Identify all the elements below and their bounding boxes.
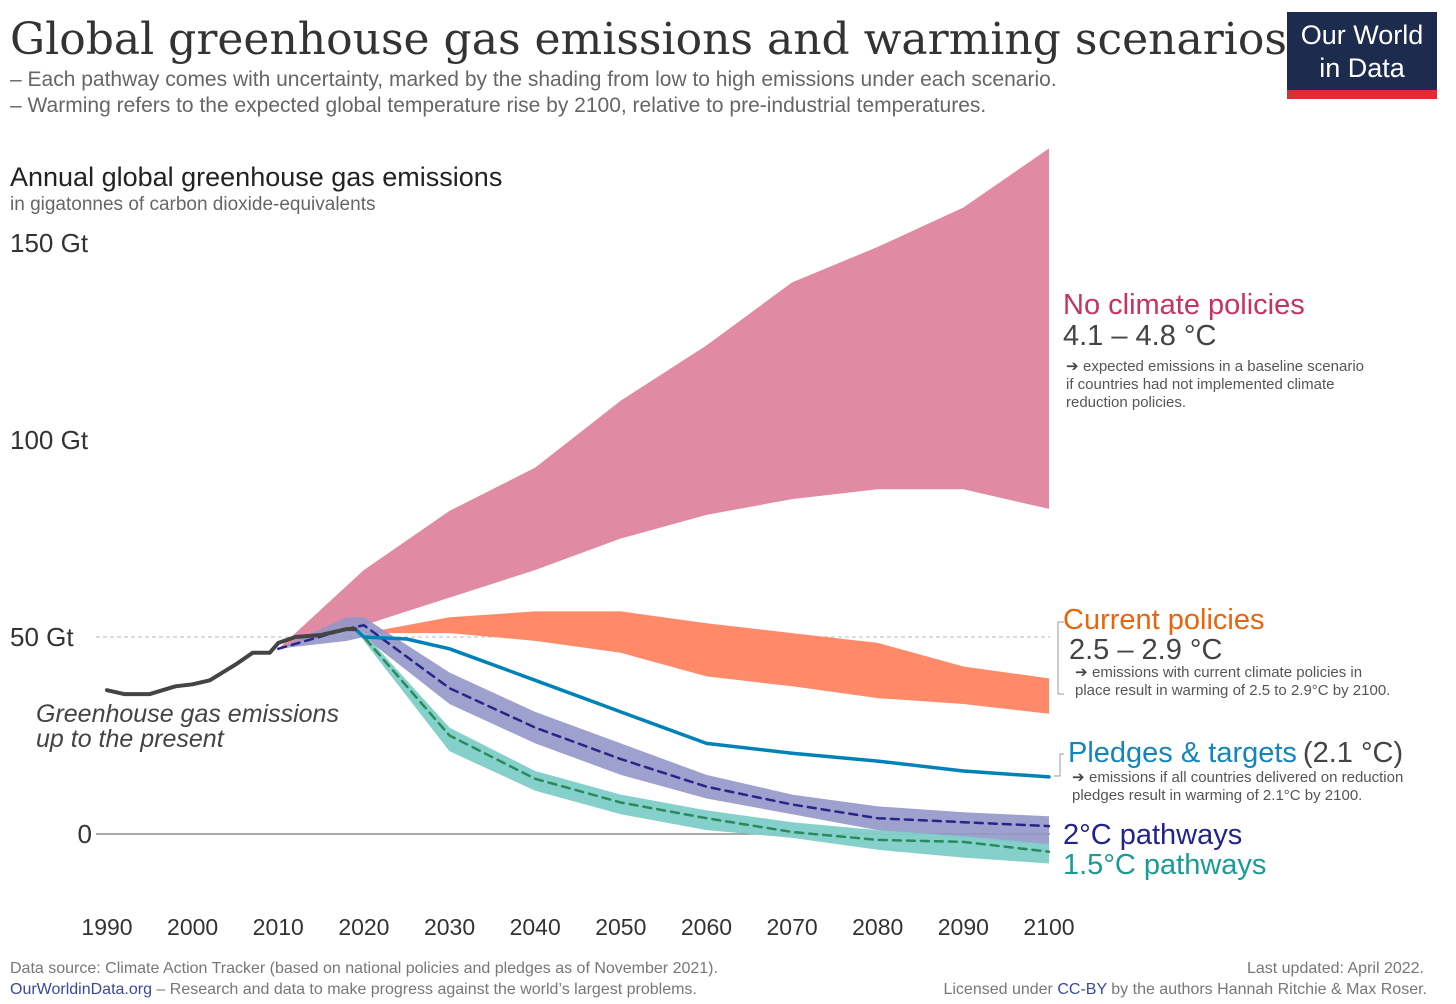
no-policy-label: No climate policies xyxy=(1063,289,1305,321)
logo-background xyxy=(1287,12,1437,90)
band-no-climate-policies xyxy=(278,148,1049,649)
pledges-note-2: pledges result in warming of 2.1°C by 21… xyxy=(1072,787,1362,804)
logo-line-2: in Data xyxy=(1319,53,1406,83)
y-tick-label: 100 Gt xyxy=(10,425,89,455)
x-tick-label: 2030 xyxy=(424,914,475,940)
x-axis-ticks: 1990 2000 2010 2020 2030 2040 2050 2060 2070 2080… xyxy=(81,914,1074,940)
chart-marks xyxy=(105,148,1051,864)
no-policy-warming: 4.1 – 4.8 °C xyxy=(1063,320,1216,352)
pledges-arrow-icon: ➔ xyxy=(1072,769,1085,786)
pledges-warming: (2.1 °C) xyxy=(1303,737,1403,769)
x-tick-label: 2090 xyxy=(938,914,989,940)
y-axis-ticks: 0 50 Gt 100 Gt 150 Gt xyxy=(10,228,92,849)
pledges-label: Pledges & targets xyxy=(1068,737,1297,769)
x-tick-label: 2100 xyxy=(1023,914,1074,940)
logo-red-bar xyxy=(1287,90,1437,99)
x-tick-label: 2040 xyxy=(510,914,561,940)
no-policy-arrow-icon: ➔ xyxy=(1066,358,1079,375)
historic-label-1: Greenhouse gas emissions xyxy=(36,700,339,728)
y-tick-label: 0 xyxy=(78,819,92,849)
x-tick-label: 2050 xyxy=(595,914,646,940)
subtitle-line-1: – Each pathway comes with uncertainty, m… xyxy=(10,68,1057,91)
license-post: by the authors Hannah Ritchie & Max Rose… xyxy=(1107,981,1427,998)
x-tick-label: 2000 xyxy=(167,914,218,940)
footer-line-2: OurWorldinData.org – Research and data t… xyxy=(10,981,697,998)
logo-line-1: Our World xyxy=(1301,20,1424,50)
x-tick-label: 1990 xyxy=(81,914,132,940)
license-link[interactable]: CC-BY xyxy=(1057,981,1107,998)
x-tick-label: 2020 xyxy=(338,914,389,940)
line-historic-emissions xyxy=(105,627,358,697)
subtitle-line-2: – Warming refers to the expected global … xyxy=(10,94,986,117)
footer-license: Licensed under CC-BY by the authors Hann… xyxy=(943,981,1427,998)
footer-source: Data source: Climate Action Tracker (bas… xyxy=(10,960,718,977)
chart-title: Global greenhouse gas emissions and warm… xyxy=(10,14,1287,65)
current-arrow-icon: ➔ xyxy=(1075,664,1088,681)
pledges-label-group: Pledges & targets (2.1 °C) xyxy=(1068,737,1403,769)
x-tick-label: 2080 xyxy=(852,914,903,940)
license-pre: Licensed under xyxy=(943,981,1057,998)
axis-title: Annual global greenhouse gas emissions xyxy=(10,162,502,192)
no-policy-note-2: if countries had not implemented climate xyxy=(1066,376,1334,393)
footer-updated: Last updated: April 2022. xyxy=(1247,960,1424,977)
pledges-note-1: emissions if all countries delivered on … xyxy=(1089,769,1403,786)
one-five-degree-label: 1.5°C pathways xyxy=(1063,849,1266,881)
current-note-1: emissions with current climate policies … xyxy=(1092,664,1362,681)
line-2c-median xyxy=(277,623,1051,828)
historic-label-2: up to the present xyxy=(36,725,225,753)
no-policy-note-3: reduction policies. xyxy=(1066,394,1186,411)
y-tick-label: 50 Gt xyxy=(10,622,74,652)
current-note-2: place result in warming of 2.5 to 2.9°C … xyxy=(1075,682,1390,699)
current-bracket xyxy=(1057,621,1064,695)
two-degree-label: 2°C pathways xyxy=(1063,819,1242,851)
footer-site-link[interactable]: OurWorldinData.org xyxy=(10,981,152,998)
line-1-5c-median xyxy=(354,627,1051,853)
current-policies-label: Current policies xyxy=(1063,604,1264,636)
x-tick-label: 2060 xyxy=(681,914,732,940)
axis-subtitle: in gigatonnes of carbon dioxide-equivale… xyxy=(10,194,375,215)
no-policy-note-1: expected emissions in a baseline scenari… xyxy=(1083,358,1364,375)
x-tick-label: 2070 xyxy=(767,914,818,940)
footer-tagline: – Research and data to make progress aga… xyxy=(152,981,697,998)
current-policies-warming: 2.5 – 2.9 °C xyxy=(1069,634,1222,666)
owid-logo[interactable]: Our World in Data xyxy=(1287,12,1437,99)
line-pledges-targets xyxy=(353,627,1051,779)
x-tick-label: 2010 xyxy=(253,914,304,940)
band-current-policies xyxy=(363,611,1049,714)
pledges-bracket xyxy=(1054,753,1064,777)
band-2c-pathways xyxy=(278,617,1049,846)
y-tick-label: 150 Gt xyxy=(10,228,89,258)
